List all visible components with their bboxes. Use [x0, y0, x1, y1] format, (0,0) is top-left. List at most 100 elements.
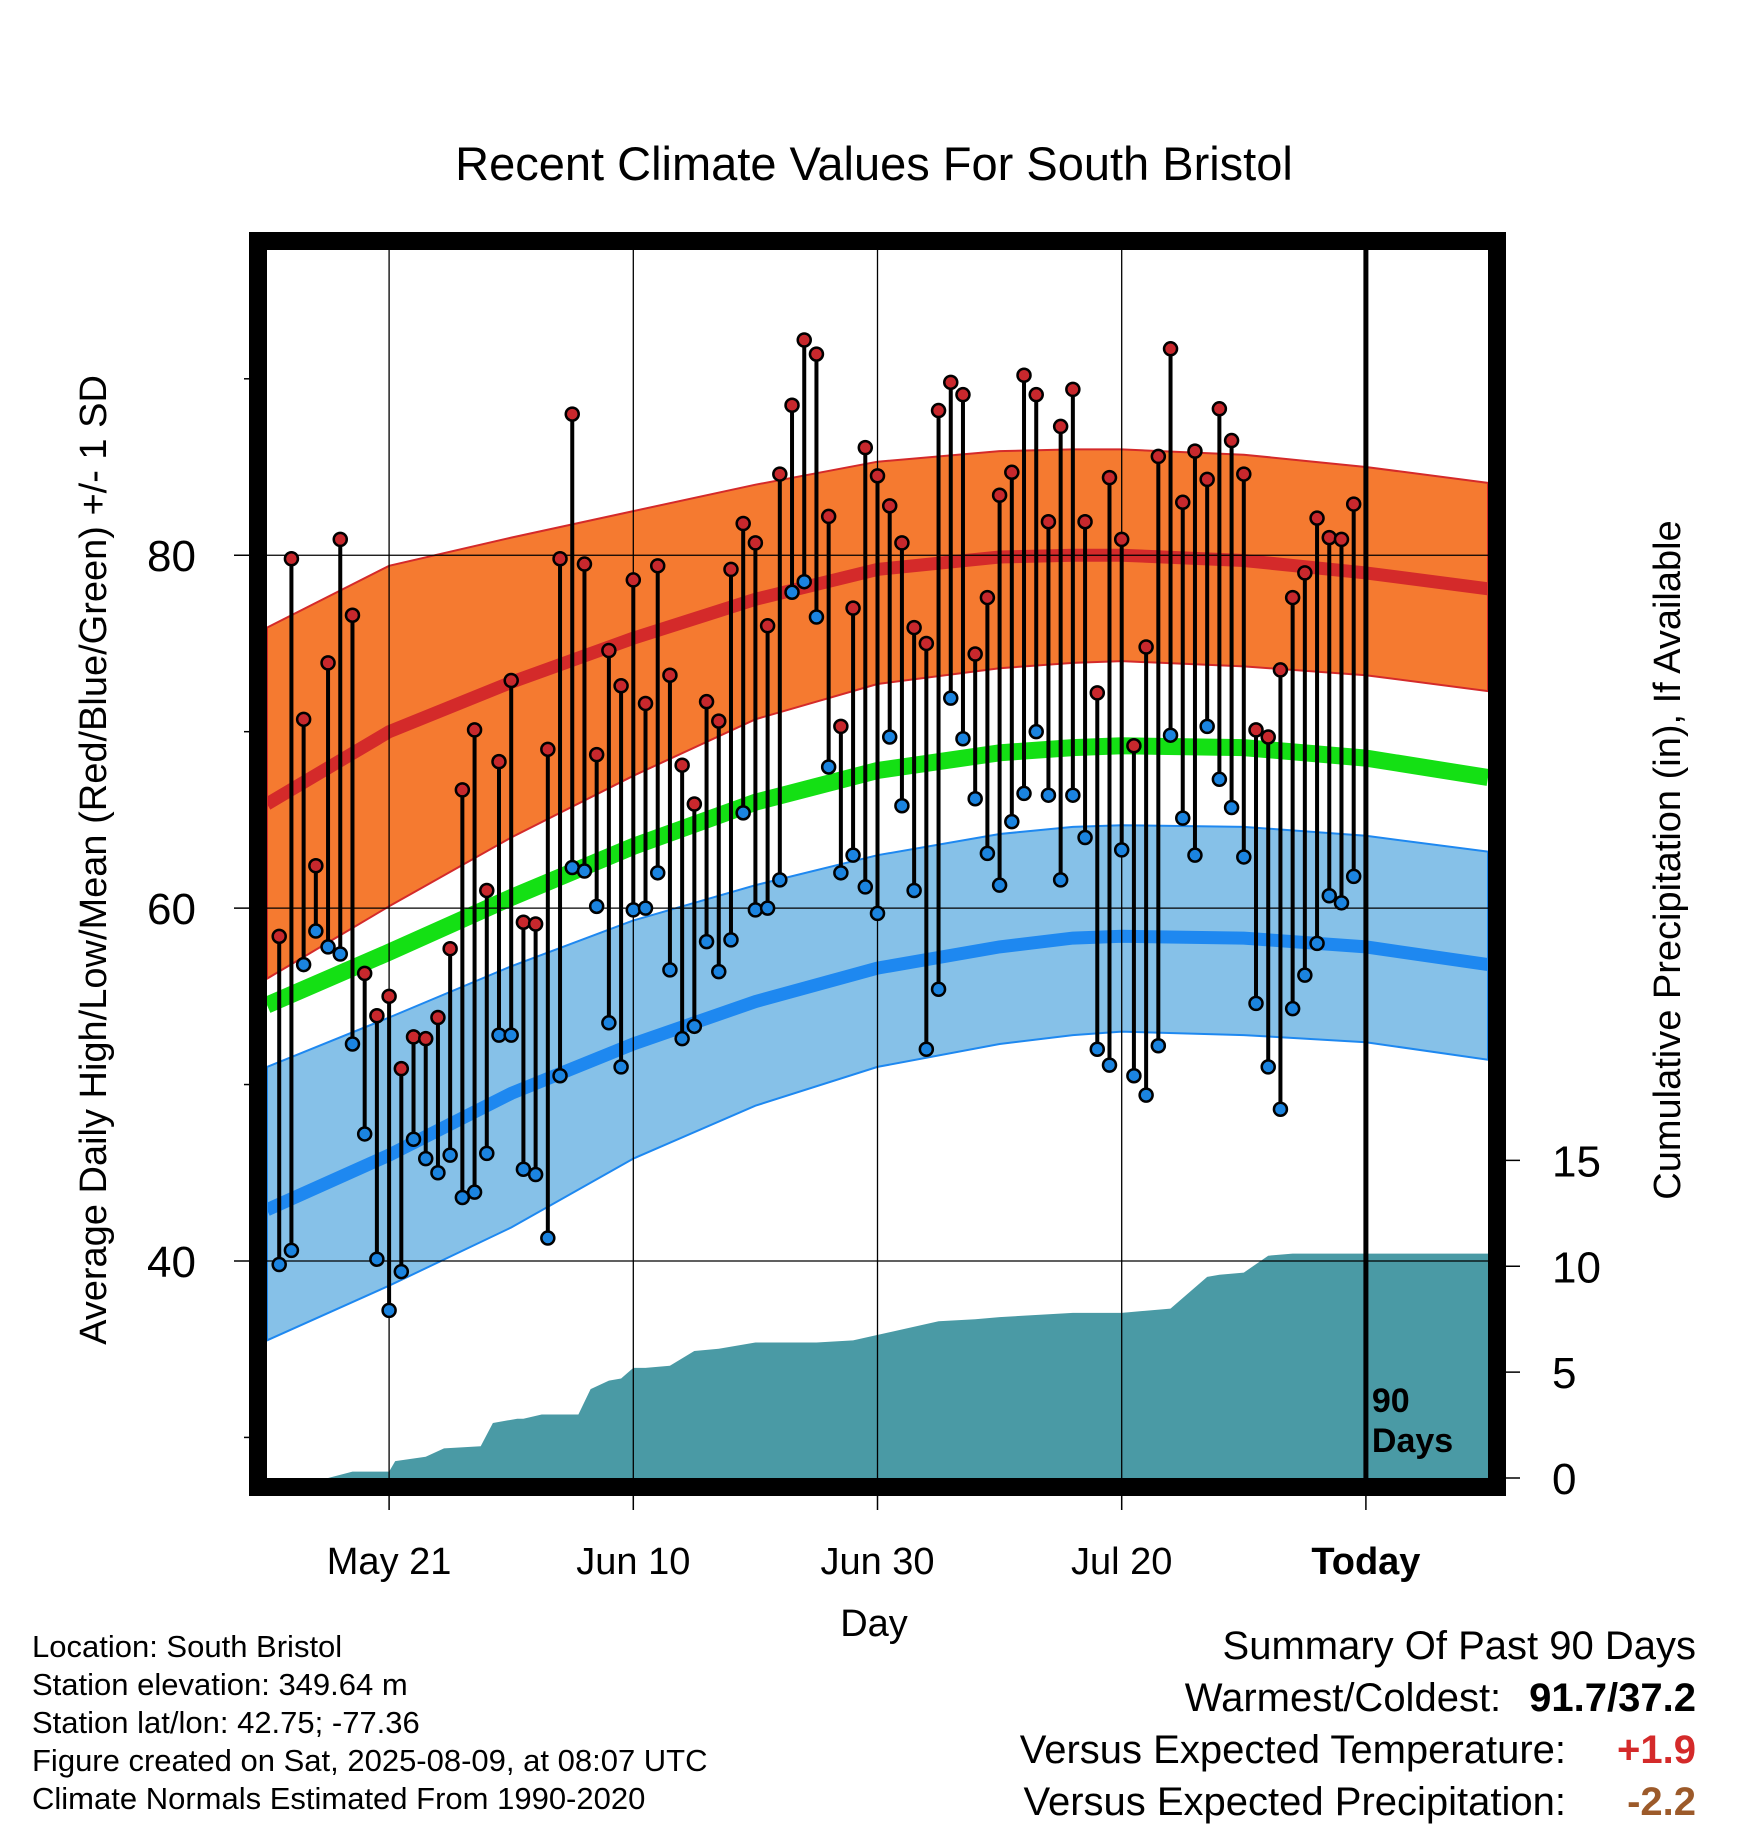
y-tick-label: 40 — [147, 1238, 196, 1287]
daily-high-point — [979, 589, 996, 606]
axes: 40 60 80 0 5 10 15 May 21 Jun 10 Jun 30 Jul 20 Toda… — [147, 232, 1601, 1583]
daily-high-point — [723, 561, 739, 578]
daily-high-point — [833, 718, 849, 735]
daily-low-point — [808, 609, 825, 625]
daily-low-point — [613, 1059, 629, 1075]
daily-low-point — [1297, 967, 1313, 983]
plot-area: 90 Days — [267, 246, 1488, 1478]
daily-low-point — [503, 1027, 519, 1043]
daily-high-point — [930, 402, 947, 419]
daily-high-point — [857, 439, 874, 456]
daily-low-point — [1065, 787, 1081, 803]
daily-high-point — [1065, 381, 1081, 398]
y2-tick-label: 10 — [1552, 1243, 1601, 1292]
daily-high-point — [686, 796, 703, 812]
daily-low-point — [955, 730, 971, 747]
daily-low-point — [796, 573, 812, 590]
daily-low-point — [1162, 727, 1179, 743]
daily-low-point — [1077, 829, 1093, 846]
daily-low-point — [918, 1041, 935, 1058]
daily-low-point — [1175, 810, 1191, 826]
daily-low-point — [686, 1018, 703, 1035]
daily-low-point — [1187, 847, 1203, 863]
daily-high-point — [955, 386, 971, 403]
daily-high-point — [417, 1030, 434, 1047]
daily-low-point — [588, 898, 605, 915]
daily-low-point — [417, 1150, 434, 1167]
y-tick-label: 80 — [147, 532, 196, 581]
daily-low-point — [772, 872, 788, 888]
temp-anomaly-value: +1.9 — [1617, 1728, 1696, 1772]
daily-low-point — [454, 1189, 471, 1206]
daily-low-point — [674, 1030, 690, 1047]
daily-low-point — [393, 1263, 410, 1280]
daily-low-point — [356, 1126, 373, 1142]
daily-low-point — [1333, 895, 1350, 911]
daily-low-point — [405, 1131, 422, 1147]
daily-low-point — [711, 963, 727, 980]
daily-low-point — [735, 805, 751, 821]
daily-high-point — [271, 928, 287, 945]
daily-low-point — [466, 1184, 483, 1200]
daily-low-point — [723, 932, 739, 948]
daily-high-point — [759, 618, 776, 634]
summary-panel: Summary Of Past 90 Days Warmest/Coldest:… — [1020, 1620, 1696, 1828]
daily-low-point — [1223, 799, 1240, 816]
daily-low-point — [820, 759, 837, 775]
daily-low-point — [320, 939, 336, 955]
daily-low-point — [271, 1256, 287, 1273]
daily-high-point — [454, 782, 471, 798]
daily-low-point — [540, 1230, 556, 1246]
daily-high-point — [479, 882, 495, 899]
daily-low-point — [1260, 1059, 1276, 1075]
daily-high-point — [1272, 662, 1289, 678]
y2-axis-label: Cumulative Precipitation (in), If Availa… — [1647, 520, 1689, 1199]
daily-high-point — [332, 531, 349, 548]
daily-low-point — [344, 1036, 361, 1052]
daily-low-point — [576, 863, 593, 879]
daily-high-point — [1162, 341, 1179, 357]
daily-high-point — [503, 672, 519, 689]
daily-low-point — [857, 879, 874, 895]
daily-high-point — [491, 753, 507, 770]
daily-high-point — [698, 693, 715, 710]
daily-high-point — [711, 713, 727, 729]
daily-high-point — [649, 558, 666, 574]
daily-low-point — [943, 690, 959, 706]
daily-high-point — [344, 607, 361, 623]
daily-high-point — [784, 397, 800, 414]
daily-high-point — [1052, 418, 1069, 435]
created-text: Figure created on Sat, 2025-08-09, at 08… — [32, 1743, 708, 1778]
daily-high-point — [552, 551, 568, 567]
daily-low-point — [869, 905, 886, 922]
y2-tick-label: 15 — [1552, 1137, 1601, 1186]
daily-high-point — [1175, 494, 1191, 511]
daily-high-point — [1150, 448, 1167, 465]
precip-anomaly-value: -2.2 — [1627, 1780, 1696, 1824]
daily-low-point — [1211, 771, 1228, 788]
daily-high-point — [564, 406, 580, 422]
elevation-text: Station elevation: 349.64 m — [32, 1667, 408, 1702]
daily-low-point — [698, 933, 715, 950]
daily-high-point — [1333, 531, 1350, 548]
daily-high-point — [796, 332, 812, 348]
daily-high-point — [918, 635, 935, 652]
daily-high-point — [356, 965, 373, 982]
daily-high-point — [1101, 469, 1118, 486]
daily-high-point — [1113, 531, 1130, 548]
daily-high-point — [1077, 513, 1093, 530]
daily-high-point — [1284, 589, 1301, 606]
daily-low-point — [430, 1165, 446, 1181]
x-tick-label: Jun 30 — [820, 1541, 934, 1583]
daily-high-point — [308, 858, 324, 874]
daily-low-point — [979, 845, 996, 862]
daily-low-point — [881, 729, 898, 745]
daily-low-point — [649, 865, 666, 881]
daily-low-point — [1138, 1087, 1154, 1103]
daily-high-point — [1260, 729, 1276, 745]
daily-low-point — [552, 1067, 568, 1084]
daily-high-point — [747, 535, 764, 551]
daily-high-point — [1126, 738, 1142, 754]
today-days-label-line: Days — [1372, 1422, 1453, 1460]
daily-low-point — [1272, 1101, 1289, 1117]
